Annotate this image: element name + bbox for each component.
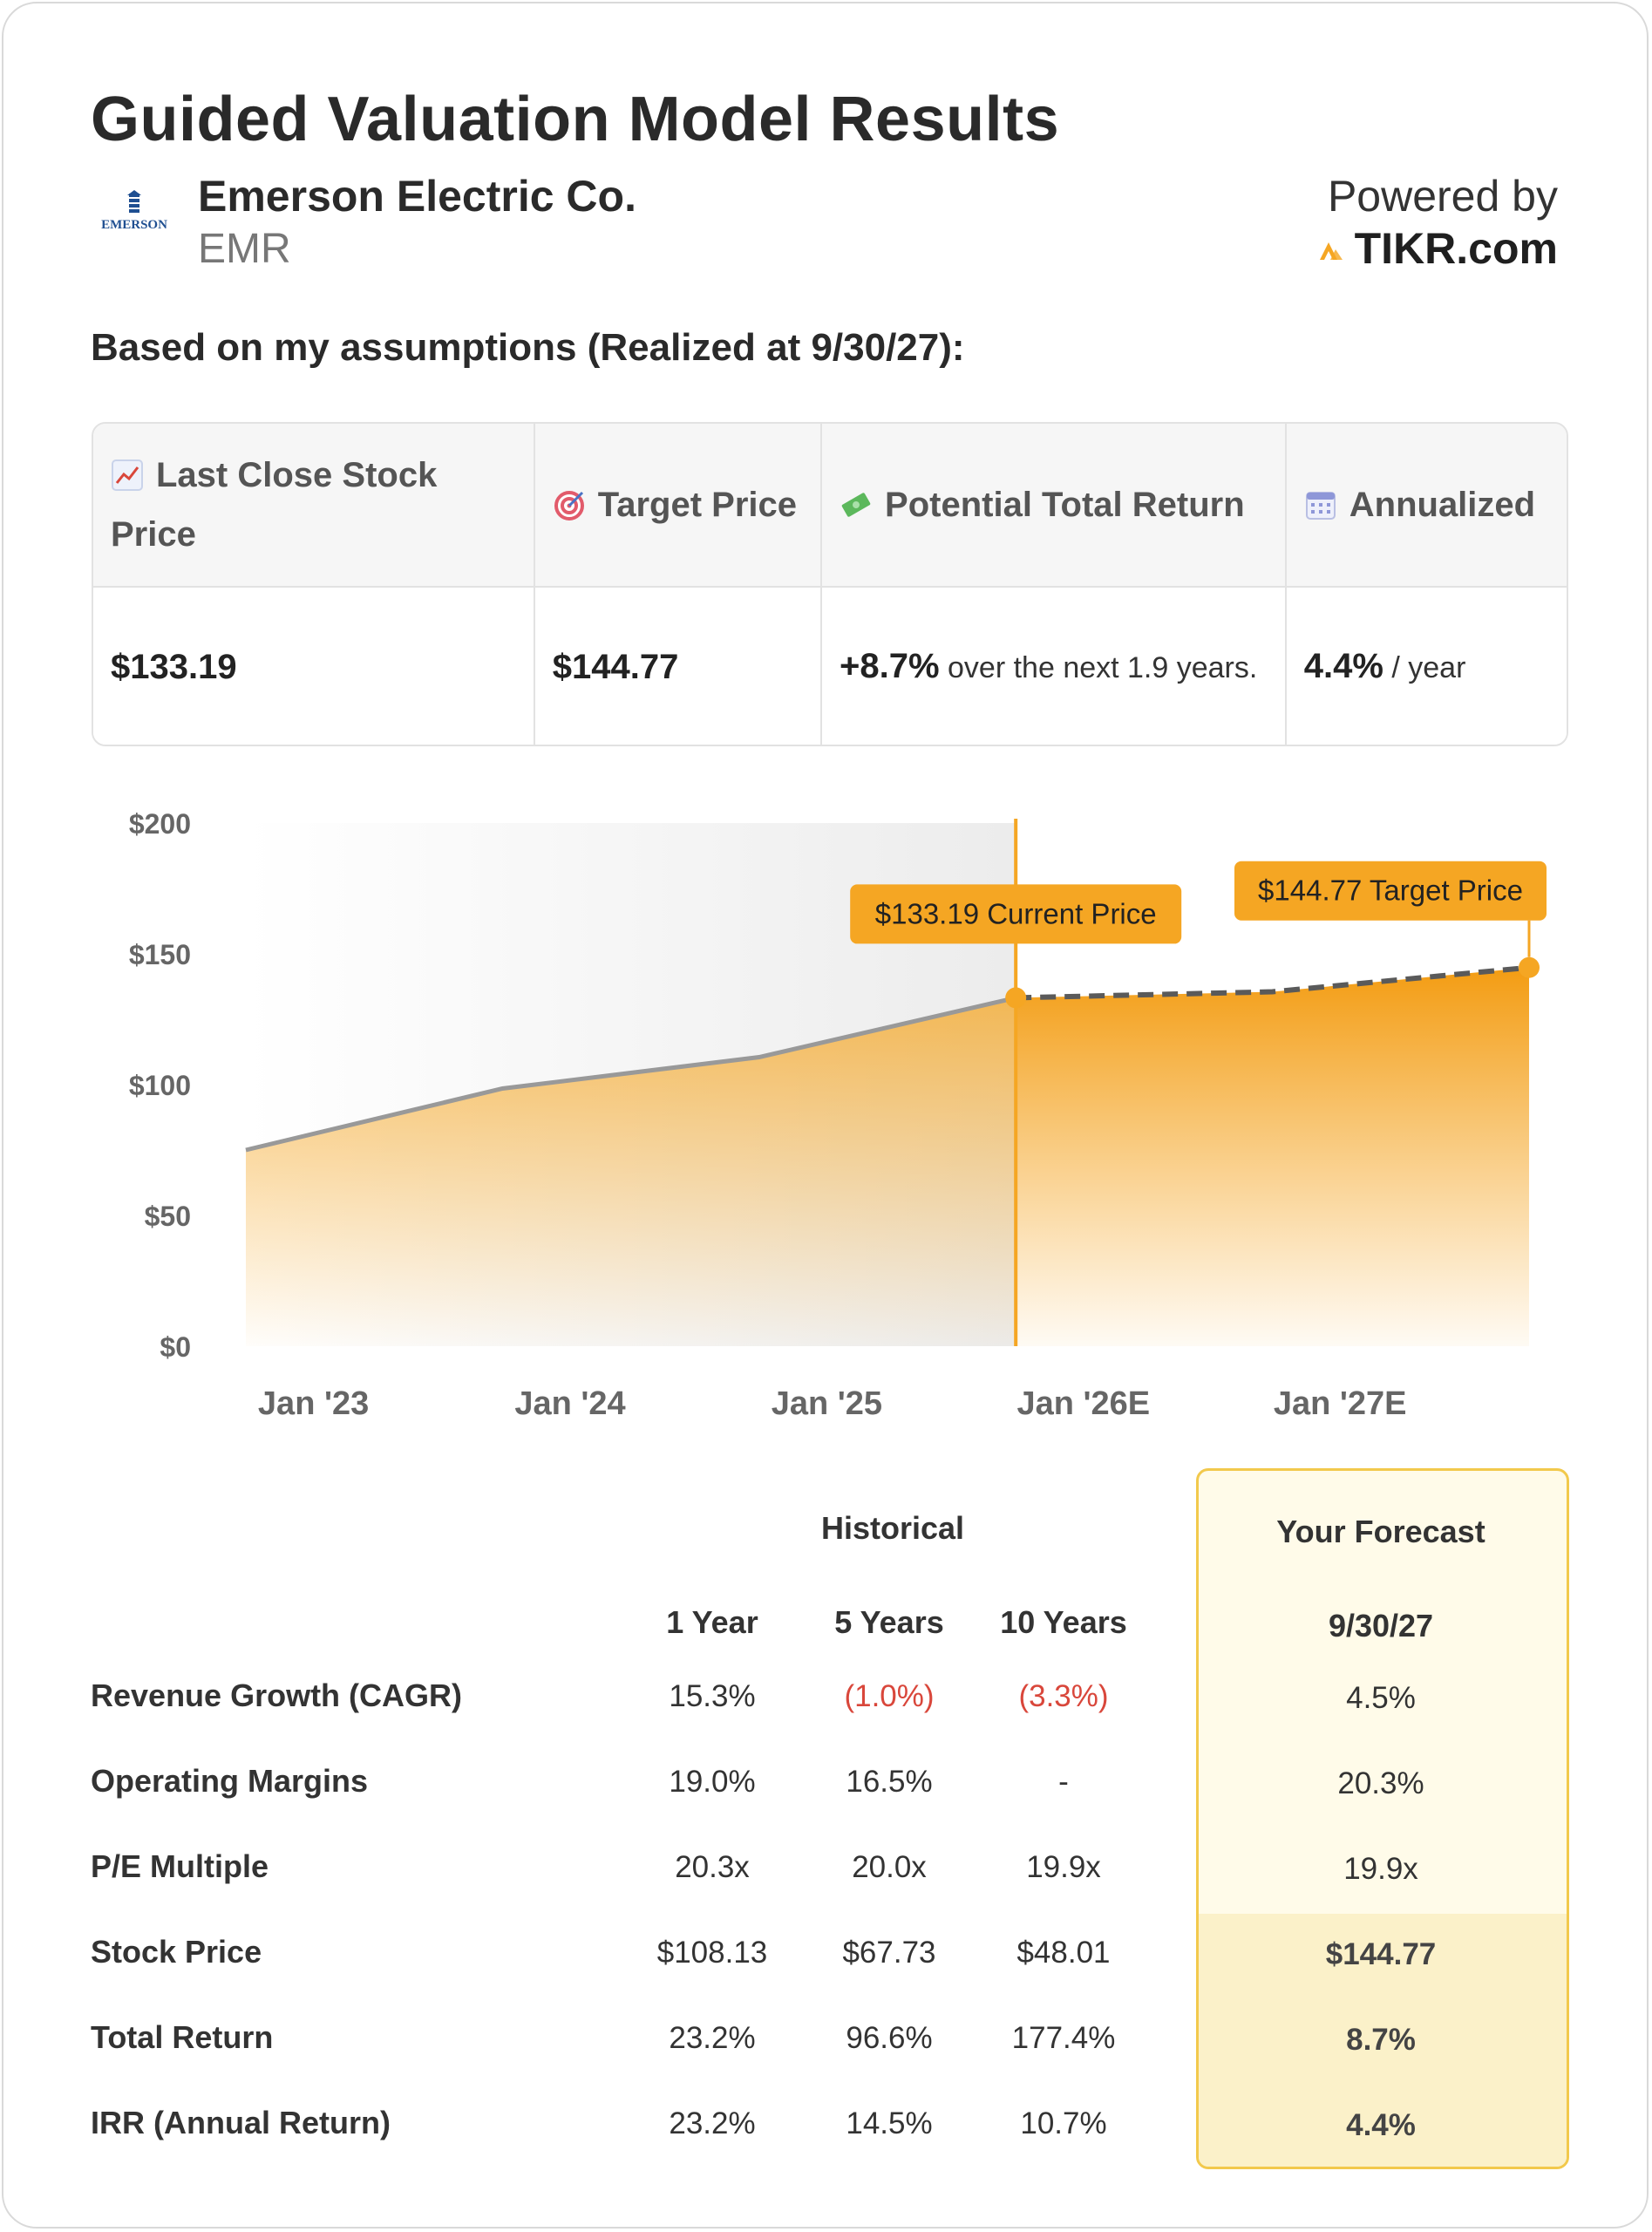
revenue-growth-5y: (1.0%)	[844, 1679, 935, 1713]
stock-price-1y: $108.13	[656, 1936, 768, 1970]
target-price-callout	[1234, 861, 1547, 921]
row-label-stock-price: Stock Price	[91, 1934, 262, 1970]
irr-1y: 23.2%	[669, 2106, 756, 2140]
y-tick-label: $150	[129, 939, 191, 970]
irr-10y: 10.7%	[1020, 2106, 1107, 2140]
last-close-value-cell: $133.19	[93, 588, 535, 745]
forecast-area	[1016, 967, 1529, 1346]
return-period-text: over the next 1.9 years.	[948, 651, 1258, 684]
historical-area	[246, 997, 1016, 1346]
calendar-icon	[1305, 492, 1336, 520]
company-logo: EMERSON	[91, 190, 178, 234]
operating-margins-5y: 16.5%	[846, 1765, 933, 1799]
header-potential-return: Potential Total Return	[822, 424, 1287, 586]
x-tick-label: Jan '23	[258, 1385, 369, 1422]
col-5-years: 5 Years	[834, 1604, 944, 1640]
y-tick-label: $50	[145, 1201, 191, 1232]
target-icon	[554, 491, 584, 521]
forecast-panel	[1196, 1468, 1569, 2169]
ticker-symbol: EMR	[198, 226, 291, 272]
irr-forecast: 4.4%	[1346, 2108, 1416, 2142]
logo-wordmark: EMERSON	[101, 218, 167, 232]
brand-name: TIKR.com	[1354, 224, 1558, 273]
forecast-header: Your Forecast	[1276, 1514, 1485, 1549]
revenue-growth-1y: 15.3%	[669, 1679, 756, 1713]
pe-multiple-forecast: 19.9x	[1343, 1852, 1418, 1886]
summary-value-row: $133.19 $144.77 +8.7% over the next 1.9 …	[93, 588, 1567, 745]
x-tick-label: Jan '26E	[1016, 1385, 1150, 1422]
x-tick-label: Jan '24	[514, 1385, 625, 1422]
annualized-percent: 4.4%	[1303, 647, 1383, 685]
target-price-label: $144.77 Target Price	[1258, 874, 1523, 907]
y-tick-label: $0	[160, 1331, 191, 1363]
row-label-total-return: Total Return	[91, 2019, 274, 2055]
stock-price-10y: $48.01	[1016, 1936, 1111, 1970]
total-return-5y: 96.6%	[846, 2021, 933, 2055]
header-target: Target Price	[535, 424, 823, 586]
chart-up-icon	[112, 459, 143, 491]
row-label-operating-margins: Operating Margins	[91, 1763, 369, 1799]
revenue-growth-forecast: 4.5%	[1346, 1681, 1416, 1715]
col-10-years: 10 Years	[1000, 1604, 1127, 1640]
emerson-emblem-icon	[127, 190, 141, 213]
y-tick-label: $100	[129, 1070, 191, 1101]
annualized-cell: 4.4% / year	[1287, 588, 1567, 745]
total-return-forecast: 8.7%	[1346, 2023, 1416, 2057]
operating-margins-forecast: 20.3%	[1337, 1766, 1424, 1800]
header-last-close: Last Close Stock Price	[93, 424, 535, 586]
target-value-cell: $144.77	[535, 588, 823, 745]
last-close-value: $133.19	[111, 647, 237, 686]
annualized-unit: / year	[1391, 651, 1466, 684]
target-price-marker	[1519, 956, 1540, 978]
col-1-year: 1 Year	[666, 1604, 758, 1640]
assumptions-heading: Based on my assumptions (Realized at 9/3…	[91, 326, 965, 369]
price-area-chart: $200 $150 $100 $50 $0 Jan '23 Jan '24 Jan '25 J…	[129, 808, 1547, 1422]
historical-header: Historical	[820, 1510, 965, 1546]
pe-multiple-5y: 20.0x	[852, 1850, 927, 1884]
historical-price-line	[245, 995, 1016, 1153]
brand-link[interactable]: TIKR.com	[1318, 223, 1558, 274]
current-price-marker	[1005, 987, 1027, 1009]
company-name: Emerson Electric Co.	[198, 172, 636, 221]
stock-price-5y: $67.73	[842, 1936, 936, 1970]
row-label-revenue-growth: Revenue Growth (CAGR)	[91, 1677, 463, 1713]
x-tick-label: Jan '27E	[1274, 1385, 1407, 1422]
operating-margins-1y: 19.0%	[669, 1765, 756, 1799]
powered-by-label: Powered by	[1327, 172, 1558, 221]
y-tick-label: $200	[129, 808, 191, 840]
irr-5y: 14.5%	[846, 2106, 933, 2140]
current-price-label: $133.19 Current Price	[875, 897, 1157, 929]
total-return-1y: 23.2%	[669, 2021, 756, 2055]
pe-multiple-10y: 19.9x	[1026, 1850, 1101, 1884]
x-tick-label: Jan '25	[772, 1385, 882, 1422]
col-forecast-date: 9/30/27	[1328, 1608, 1434, 1643]
stock-price-forecast: $144.77	[1325, 1937, 1437, 1971]
money-icon	[841, 493, 871, 517]
row-label-irr: IRR (Annual Return)	[91, 2105, 391, 2140]
revenue-growth-10y: (3.3%)	[1018, 1679, 1109, 1713]
operating-margins-10y: -	[1058, 1765, 1069, 1799]
forecast-price-line	[1016, 964, 1530, 1001]
potential-return-cell: +8.7% over the next 1.9 years.	[822, 588, 1287, 745]
current-price-callout	[850, 884, 1182, 944]
forecast-highlight	[1199, 1914, 1567, 2167]
row-label-pe-multiple: P/E Multiple	[91, 1848, 269, 1884]
total-return-10y: 177.4%	[1011, 2021, 1116, 2055]
pe-multiple-1y: 20.3x	[675, 1850, 750, 1884]
summary-header-row: Last Close Stock Price Target Price	[93, 424, 1567, 588]
target-value: $144.77	[552, 647, 679, 686]
header-annualized: Annualized	[1287, 424, 1567, 586]
tikr-logo-icon	[1319, 242, 1343, 260]
return-percent: +8.7%	[840, 647, 940, 685]
summary-table: Last Close Stock Price Target Price	[92, 422, 1568, 746]
page-title: Guided Valuation Model Results	[91, 85, 1060, 154]
